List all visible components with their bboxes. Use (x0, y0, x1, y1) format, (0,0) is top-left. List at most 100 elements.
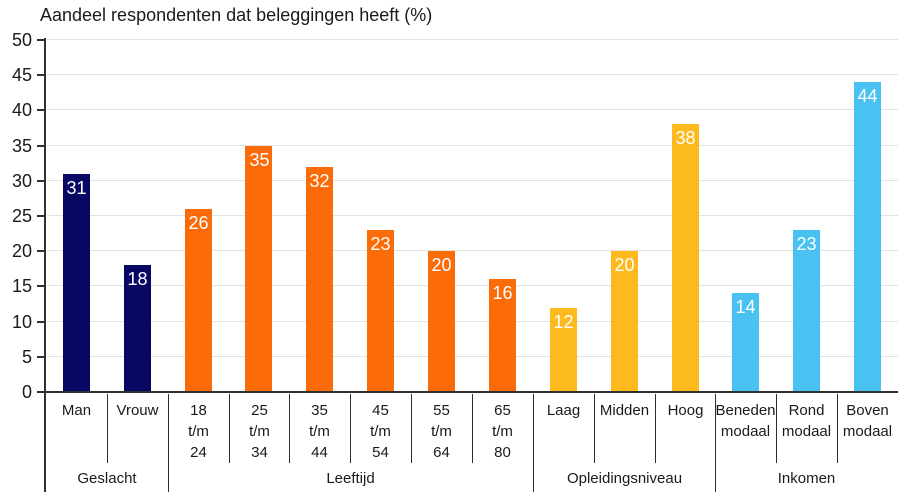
y-axis-tick (37, 180, 45, 182)
bar-value-label: 23 (370, 234, 391, 254)
bar (489, 279, 516, 392)
bar-value-label: 18 (127, 269, 148, 289)
y-axis-tick (37, 321, 45, 323)
category-label: Beneden modaal (715, 400, 776, 442)
group-divider (715, 394, 716, 492)
y-axis-line (44, 38, 46, 492)
gridline (47, 250, 898, 251)
bar-value-label: 44 (857, 86, 878, 106)
category-label: Laag (533, 400, 594, 421)
y-axis-tick-label: 15 (11, 276, 32, 296)
category-divider (472, 394, 473, 463)
category-divider (350, 394, 351, 463)
category-label-line: t/m (188, 423, 209, 440)
group-divider (168, 394, 169, 492)
bar (732, 293, 759, 392)
category-label-line: Man (61, 402, 92, 419)
group-label: Inkomen (777, 470, 836, 487)
gridline (47, 39, 898, 40)
y-axis-tick-label: 0 (21, 382, 32, 402)
gridline (47, 285, 898, 286)
category-label: 65 t/m 80 (472, 400, 533, 463)
bar (428, 251, 455, 392)
category-label: Hoog (655, 400, 716, 421)
category-divider (229, 394, 230, 463)
y-axis-tick-label: 10 (11, 312, 32, 332)
category-label-line: t/m (492, 423, 513, 440)
bar-value-label: 35 (249, 150, 270, 170)
chart-title: Aandeel respondenten dat beleggingen hee… (40, 5, 433, 25)
bar-value-label: 23 (796, 234, 817, 254)
x-axis-line (44, 391, 898, 393)
bar-value-label: 32 (309, 171, 330, 191)
category-label-line: Rond (788, 402, 825, 419)
category-label-line: t/m (249, 423, 270, 440)
category-label-line: Midden (599, 402, 650, 419)
y-axis-tick-label: 40 (11, 100, 32, 120)
category-divider (411, 394, 412, 463)
y-axis-tick (37, 285, 45, 287)
category-label-line: modaal (781, 423, 832, 440)
bar-value-label: 38 (675, 128, 696, 148)
category-label-line: modaal (720, 423, 771, 440)
category-label-line: modaal (842, 423, 893, 440)
category-label-line: 64 (433, 444, 450, 461)
category-divider (289, 394, 290, 463)
bar (245, 146, 272, 392)
gridline (47, 145, 898, 146)
category-label: Boven modaal (837, 400, 898, 442)
gridline (47, 321, 898, 322)
y-axis-tick (37, 215, 45, 217)
bar (854, 82, 881, 392)
group-label: Leeftijd (326, 470, 375, 487)
y-axis-tick (37, 39, 45, 41)
category-label-line: 18 (190, 402, 207, 419)
category-label-line: Boven (846, 402, 889, 419)
bar (367, 230, 394, 392)
category-label-line: 35 (311, 402, 328, 419)
category-label-line: 44 (311, 444, 328, 461)
y-axis-tick (37, 391, 45, 393)
y-axis-tick-label: 45 (11, 65, 32, 85)
y-axis-tick-label: 50 (11, 30, 32, 50)
bar-value-label: 20 (431, 255, 452, 275)
bar (306, 167, 333, 392)
y-axis-tick-label: 25 (11, 206, 32, 226)
category-divider (776, 394, 777, 463)
bar-value-label: 20 (614, 255, 635, 275)
y-axis-tick (37, 74, 45, 76)
category-label-line: 55 (433, 402, 450, 419)
category-label: 25 t/m 34 (229, 400, 290, 463)
group-divider (533, 394, 534, 492)
category-label: 18 t/m 24 (168, 400, 229, 463)
group-label: Geslacht (77, 470, 137, 487)
category-label-line: Hoog (667, 402, 704, 419)
category-label-line: 54 (372, 444, 389, 461)
category-label-line: Vrouw (116, 402, 159, 419)
category-label: 55 t/m 64 (411, 400, 472, 463)
bar (63, 174, 90, 392)
bar-value-label: 16 (492, 283, 513, 303)
category-label-line: 65 (494, 402, 511, 419)
bar (793, 230, 820, 392)
category-label: Vrouw (107, 400, 168, 421)
category-label: Midden (594, 400, 655, 421)
bar-value-label: 14 (735, 297, 756, 317)
category-label: 45 t/m 54 (350, 400, 411, 463)
category-label-line: Laag (546, 402, 581, 419)
bar (185, 209, 212, 392)
category-label-line: 24 (190, 444, 207, 461)
bar-value-label: 26 (188, 213, 209, 233)
category-label: Rond modaal (776, 400, 837, 442)
category-label-line: 80 (494, 444, 511, 461)
category-label-line: 25 (251, 402, 268, 419)
category-label-line: 45 (372, 402, 389, 419)
y-axis-tick-label: 35 (11, 136, 32, 156)
category-label-line: t/m (309, 423, 330, 440)
y-axis-tick-label: 20 (11, 241, 32, 261)
gridline (47, 180, 898, 181)
category-divider (107, 394, 108, 463)
category-divider (655, 394, 656, 463)
gridline (47, 215, 898, 216)
